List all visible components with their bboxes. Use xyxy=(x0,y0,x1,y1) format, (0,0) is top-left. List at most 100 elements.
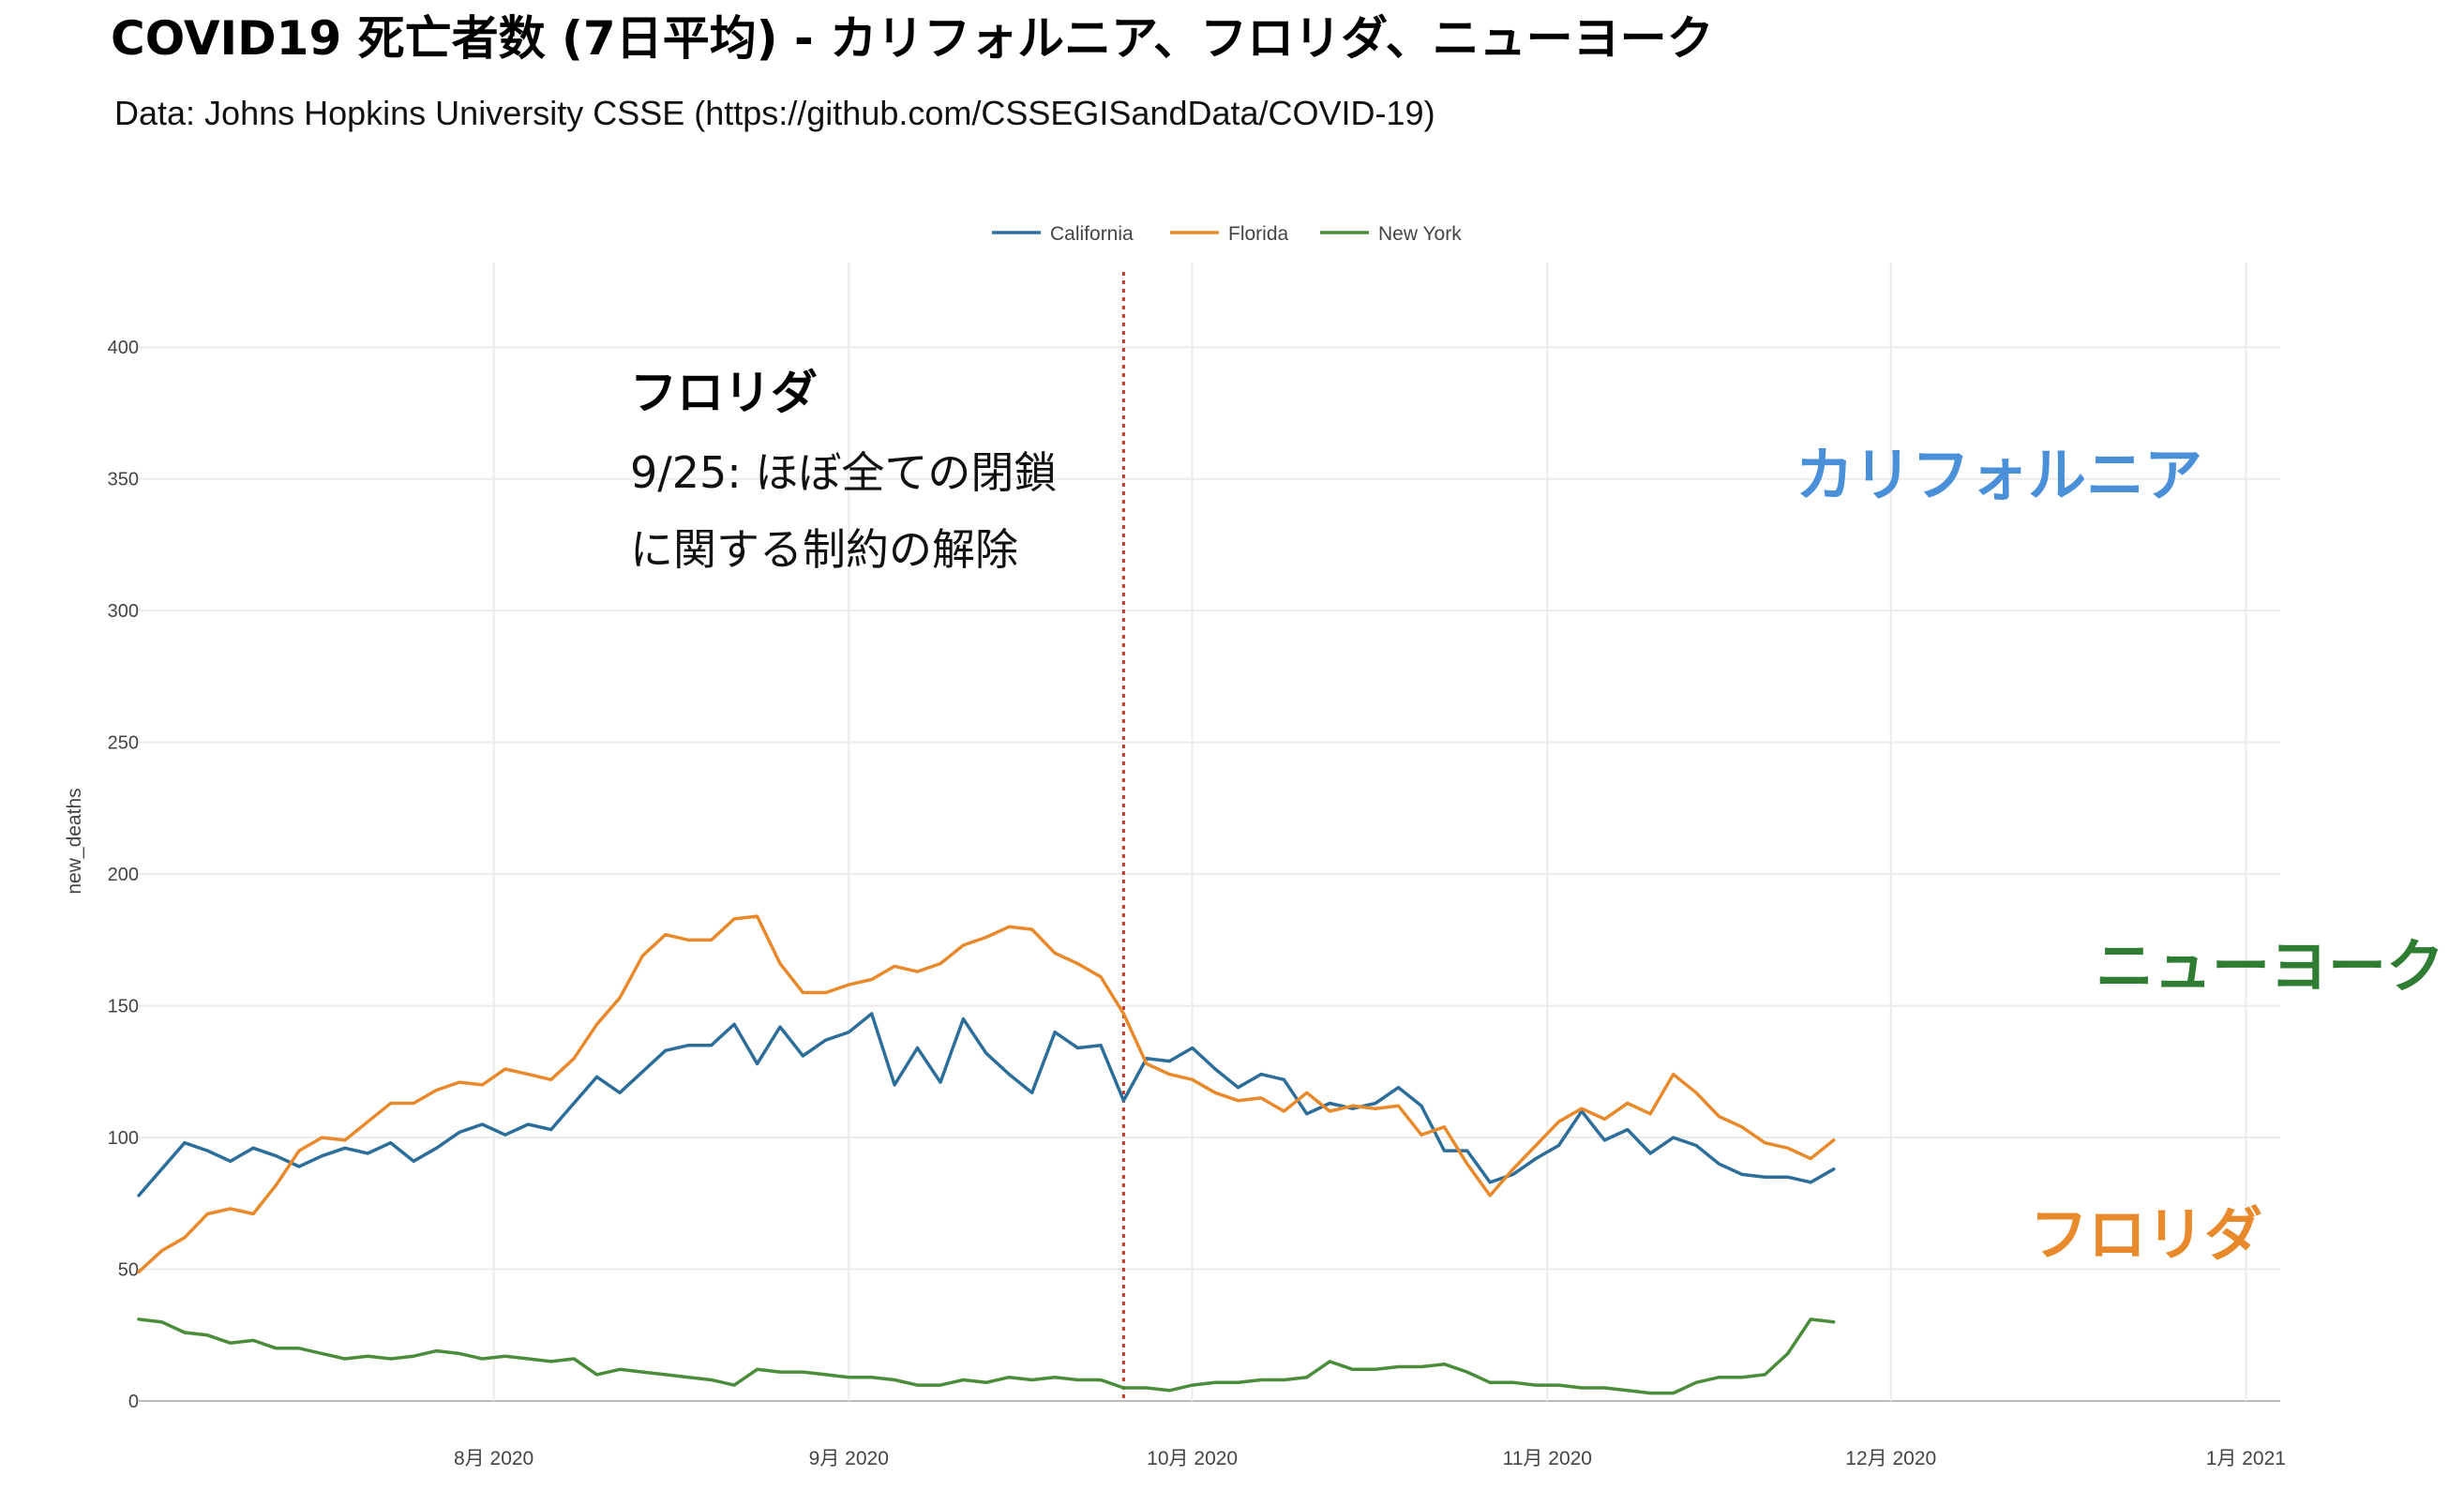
data-point-california xyxy=(1809,1181,1812,1184)
x-tick-label: 11月 2020 xyxy=(1503,1448,1592,1469)
data-point-california xyxy=(1099,1044,1103,1047)
data-point-florida xyxy=(1213,1091,1217,1094)
data-point-new-york xyxy=(1328,1360,1331,1363)
data-point-florida xyxy=(1488,1194,1492,1197)
data-point-california xyxy=(1786,1175,1790,1179)
data-point-new-york xyxy=(1420,1364,1423,1368)
data-point-new-york xyxy=(1145,1386,1149,1390)
data-point-new-york xyxy=(1511,1380,1515,1384)
data-point-florida xyxy=(1786,1146,1790,1150)
data-point-new-york xyxy=(366,1354,369,1358)
data-point-florida xyxy=(824,991,828,995)
data-point-florida xyxy=(664,933,668,937)
data-point-new-york xyxy=(1030,1378,1034,1382)
data-point-california xyxy=(1259,1073,1263,1077)
axes: 0 50 100 150 200 250 300 350 400 8月 2020 9月 2020 10… xyxy=(64,338,2286,1469)
data-point-florida xyxy=(1602,1117,1606,1121)
data-point-california xyxy=(1465,1149,1469,1152)
chart-title: COVID19 死亡者数 (7日平均) - カリフォルニア、フロリダ、ニューヨー… xyxy=(111,11,1714,66)
data-point-new-york xyxy=(435,1349,439,1353)
data-point-california xyxy=(893,1083,896,1087)
data-point-florida xyxy=(205,1212,209,1216)
data-point-california xyxy=(1076,1047,1080,1050)
data-point-florida xyxy=(526,1073,530,1077)
data-point-florida xyxy=(275,1183,278,1187)
y-tick-label: 100 xyxy=(108,1128,139,1149)
legend: California Florida New York xyxy=(992,223,1462,245)
data-point-new-york xyxy=(801,1370,804,1374)
data-point-new-york xyxy=(893,1378,896,1382)
data-point-california xyxy=(159,1167,163,1171)
data-point-new-york xyxy=(1121,1386,1125,1390)
data-point-florida xyxy=(343,1138,347,1142)
data-point-florida xyxy=(1648,1112,1652,1116)
data-point-california xyxy=(1488,1181,1492,1184)
data-point-new-york xyxy=(549,1360,553,1363)
data-point-florida xyxy=(412,1102,415,1106)
y-tick-label: 250 xyxy=(108,733,139,754)
data-point-florida xyxy=(1397,1104,1401,1107)
data-point-florida xyxy=(1534,1143,1538,1147)
data-point-new-york xyxy=(137,1318,141,1321)
data-point-california xyxy=(1718,1162,1721,1166)
annotation-title: フロリダ xyxy=(630,366,818,420)
data-point-new-york xyxy=(1809,1318,1812,1321)
data-point-florida xyxy=(1511,1167,1515,1171)
data-point-california xyxy=(801,1054,804,1058)
data-point-new-york xyxy=(984,1380,988,1384)
data-point-new-york xyxy=(480,1357,484,1361)
y-tick-label: 50 xyxy=(118,1260,139,1281)
data-point-florida xyxy=(778,962,782,966)
data-point-new-york xyxy=(1237,1380,1240,1384)
data-point-new-york xyxy=(664,1373,668,1377)
y-tick-label: 400 xyxy=(108,338,139,358)
data-point-california xyxy=(1648,1152,1652,1155)
data-point-florida xyxy=(1099,975,1103,979)
legend-label: Florida xyxy=(1228,223,1289,245)
data-point-california xyxy=(1030,1091,1034,1094)
y-tick-label: 0 xyxy=(128,1392,139,1412)
data-point-florida xyxy=(1328,1109,1331,1113)
data-point-california xyxy=(366,1152,369,1155)
data-point-california xyxy=(710,1044,714,1047)
data-point-new-york xyxy=(1167,1389,1171,1393)
data-point-california xyxy=(732,1022,736,1026)
data-point-new-york xyxy=(1374,1367,1377,1371)
data-point-california xyxy=(1397,1086,1401,1090)
data-point-california xyxy=(1053,1031,1057,1034)
data-point-florida xyxy=(1076,962,1080,966)
data-point-new-york xyxy=(939,1383,942,1387)
series-callout-label: ニューヨーク xyxy=(2096,932,2444,1001)
chart-subtitle: Data: Johns Hopkins University CSSE (htt… xyxy=(114,94,1435,132)
data-point-california xyxy=(1305,1112,1309,1116)
data-point-florida xyxy=(961,943,965,947)
data-point-california xyxy=(686,1044,690,1047)
data-point-california xyxy=(664,1048,668,1052)
data-point-new-york xyxy=(710,1378,714,1382)
data-point-florida xyxy=(549,1077,553,1081)
grid xyxy=(139,263,2280,1402)
y-axis-label: new_deaths xyxy=(64,788,85,894)
data-point-new-york xyxy=(1465,1370,1469,1374)
x-tick-label: 8月 2020 xyxy=(454,1448,533,1469)
data-point-new-york xyxy=(1053,1376,1057,1379)
data-point-new-york xyxy=(686,1376,690,1379)
data-point-new-york xyxy=(961,1378,965,1382)
data-point-california xyxy=(1121,1099,1125,1103)
data-point-california xyxy=(824,1038,828,1042)
data-point-new-york xyxy=(1694,1380,1698,1384)
data-point-new-york xyxy=(572,1357,576,1361)
data-point-new-york xyxy=(320,1351,323,1355)
data-point-new-york xyxy=(778,1370,782,1374)
data-point-new-york xyxy=(1557,1383,1561,1387)
data-point-california xyxy=(1213,1067,1217,1071)
legend-label: California xyxy=(1050,223,1134,245)
data-point-florida xyxy=(756,914,759,918)
data-point-new-york xyxy=(756,1367,759,1371)
data-point-california xyxy=(389,1141,393,1145)
data-point-california xyxy=(618,1091,622,1094)
data-point-florida xyxy=(1237,1099,1240,1103)
data-point-california xyxy=(480,1122,484,1126)
